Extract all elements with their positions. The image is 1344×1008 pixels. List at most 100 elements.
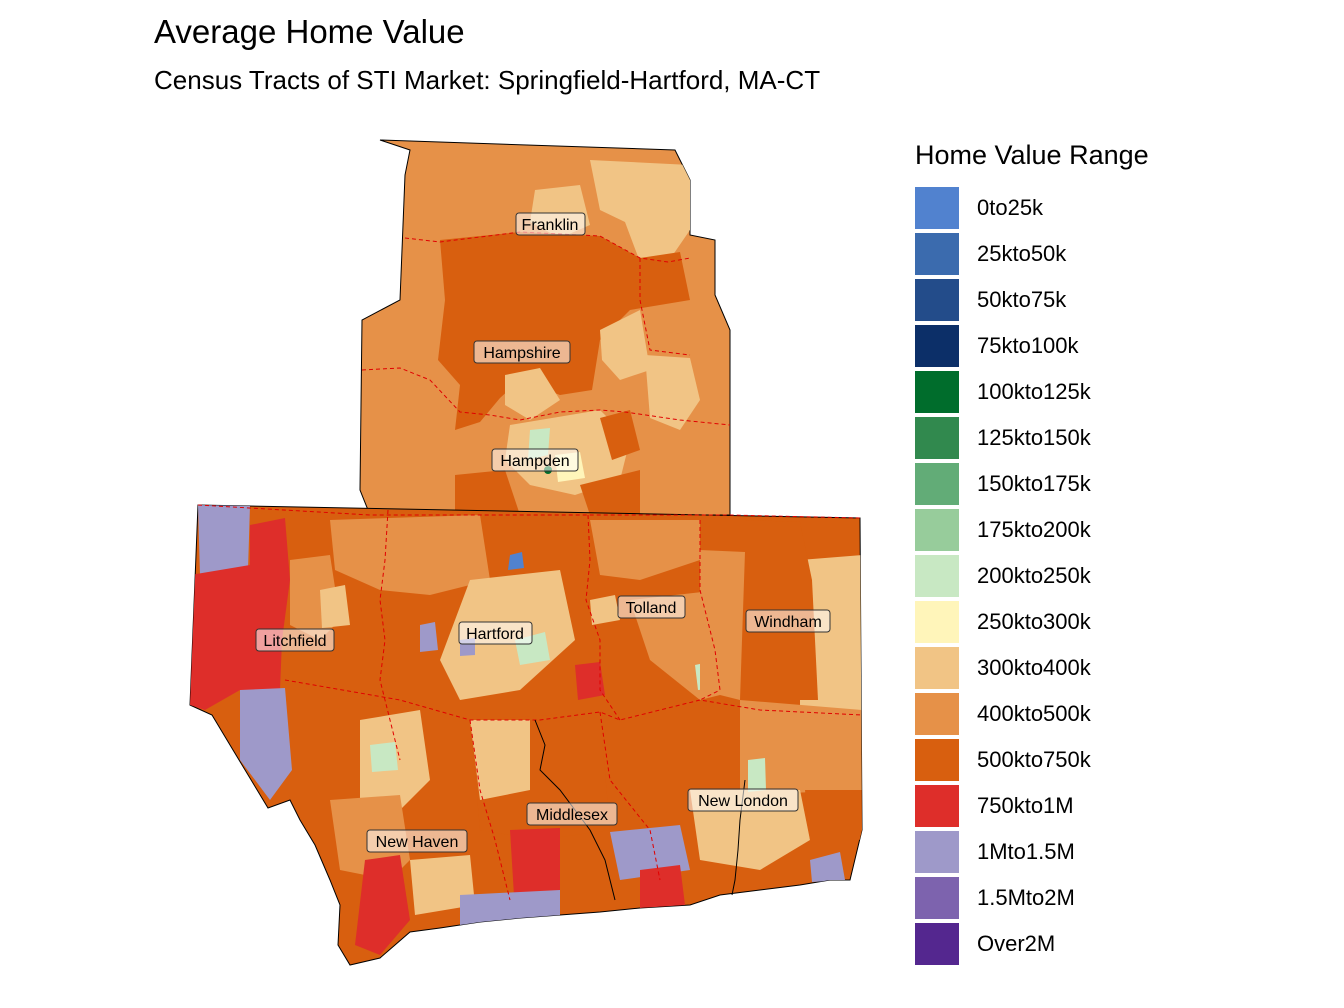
tract-new-london-green bbox=[748, 758, 766, 792]
county-label-hartford: Hartford bbox=[458, 621, 533, 645]
connecticut-region bbox=[189, 504, 863, 966]
tract-amherst bbox=[600, 310, 650, 380]
tract-hampden-east bbox=[645, 355, 700, 430]
county-label-new-london: New London bbox=[687, 788, 799, 812]
legend-label: 250kto300k bbox=[977, 609, 1091, 634]
tract-windham-north bbox=[700, 550, 745, 700]
legend-label: Over2M bbox=[977, 931, 1056, 956]
legend-swatch bbox=[915, 463, 959, 505]
county-label-windham: Windham bbox=[745, 609, 831, 633]
legend-label: 150kto175k bbox=[977, 471, 1091, 496]
tract-litchfield-nw bbox=[198, 505, 250, 575]
tract-litchfield-sw bbox=[240, 688, 292, 800]
connecticut-river bbox=[534, 719, 616, 901]
legend-label: 100kto125k bbox=[977, 379, 1091, 404]
legend-item: 100kto125k bbox=[915, 369, 1149, 415]
legend-label: 25kto50k bbox=[977, 241, 1067, 266]
county-label-new-haven: New Haven bbox=[366, 829, 468, 853]
legend-label: 300kto400k bbox=[977, 655, 1091, 680]
legend-item: 500kto750k bbox=[915, 737, 1149, 783]
legend-swatch bbox=[915, 831, 959, 873]
legend-swatch bbox=[915, 509, 959, 551]
legend-swatch bbox=[915, 371, 959, 413]
county-border-new-haven-middlesex bbox=[469, 719, 511, 901]
county-border-hartford-tolland bbox=[585, 514, 621, 721]
tract-tolland-pale bbox=[590, 595, 620, 625]
legend-swatch bbox=[915, 187, 959, 229]
legend-swatch bbox=[915, 417, 959, 459]
legend-title: Home Value Range bbox=[915, 140, 1149, 170]
legend-item: 1.5Mto2M bbox=[915, 875, 1149, 921]
county-name-tolland: Tolland bbox=[626, 600, 677, 617]
county-border-hampshire-hampden bbox=[361, 367, 731, 426]
legend-label: 1.5Mto2M bbox=[977, 885, 1075, 910]
legend-item: 300kto400k bbox=[915, 645, 1149, 691]
tract-hampden-southeast bbox=[580, 470, 640, 515]
legend-swatch bbox=[915, 233, 959, 275]
county-border-south bbox=[284, 679, 863, 721]
legend-item: 150kto175k bbox=[915, 461, 1149, 507]
county-name-franklin: Franklin bbox=[522, 217, 579, 234]
legend-swatch bbox=[915, 647, 959, 689]
county-name-middlesex: Middlesex bbox=[536, 807, 608, 824]
legend-swatch bbox=[915, 279, 959, 321]
tract-franklin-east bbox=[590, 160, 690, 262]
county-label-franklin: Franklin bbox=[515, 212, 586, 236]
legend-swatch bbox=[915, 785, 959, 827]
county-name-new-haven: New Haven bbox=[376, 834, 459, 851]
legend-swatch bbox=[915, 325, 959, 367]
tract-tolland-west bbox=[590, 520, 700, 580]
legend-label: 75kto100k bbox=[977, 333, 1079, 358]
legend-item: 400kto500k bbox=[915, 691, 1149, 737]
legend-swatch bbox=[915, 739, 959, 781]
county-label-middlesex: Middlesex bbox=[526, 802, 618, 826]
tract-quabbin bbox=[438, 232, 690, 430]
legend-item: 250kto300k bbox=[915, 599, 1149, 645]
map-title: Average Home Value bbox=[154, 13, 465, 50]
tract-new-haven-red bbox=[355, 855, 410, 955]
tract-stonington-purple bbox=[810, 852, 845, 882]
legend-label: 1Mto1.5M bbox=[977, 839, 1075, 864]
tract-wilbraham bbox=[600, 410, 640, 460]
map-subtitle: Census Tracts of STI Market: Springfield… bbox=[154, 65, 821, 95]
tract-new-london-east bbox=[805, 790, 862, 840]
legend-label: 400kto500k bbox=[977, 701, 1091, 726]
legend-swatch bbox=[915, 693, 959, 735]
county-name-hampden: Hampden bbox=[500, 453, 569, 470]
tract-litchfield-west bbox=[190, 518, 290, 710]
choropleth-map: Franklin Hampshire Hampden Litchfield Ha… bbox=[189, 139, 863, 966]
tract-shoreline-red bbox=[640, 865, 685, 908]
legend-item: 50kto75k bbox=[915, 277, 1149, 323]
county-border-ma-ct bbox=[197, 504, 861, 519]
tract-hartford-purple bbox=[420, 622, 438, 652]
tract-middlesex-pale bbox=[470, 720, 530, 800]
county-label-litchfield: Litchfield bbox=[255, 628, 335, 652]
county-label-hampshire: Hampshire bbox=[473, 340, 571, 364]
tract-hampden-south bbox=[455, 470, 520, 515]
legend-label: 0to25k bbox=[977, 195, 1044, 220]
tract-northampton bbox=[505, 368, 560, 420]
tract-shoreline-purple bbox=[460, 890, 560, 925]
tract-west-hartford-red bbox=[575, 662, 605, 700]
legend-swatch bbox=[915, 601, 959, 643]
county-name-windham: Windham bbox=[754, 614, 822, 631]
county-name-litchfield: Litchfield bbox=[263, 633, 326, 650]
legend-item: 25kto50k bbox=[915, 231, 1149, 277]
tract-windham-south bbox=[740, 700, 862, 795]
county-border-hampshire-east bbox=[639, 258, 691, 356]
county-name-hartford: Hartford bbox=[466, 626, 524, 643]
legend: Home Value Range 0to25k 25kto50k 50kto75k 7… bbox=[915, 135, 1149, 967]
county-name-new-london: New London bbox=[698, 793, 788, 810]
legend-item: 75kto100k bbox=[915, 323, 1149, 369]
legend-label: 200kto250k bbox=[977, 563, 1091, 588]
county-label-hampden: Hampden bbox=[491, 448, 579, 472]
legend-label: 50kto75k bbox=[977, 287, 1067, 312]
legend-swatch bbox=[915, 923, 959, 965]
county-name-hampshire: Hampshire bbox=[483, 345, 560, 362]
legend-item: 750kto1M bbox=[915, 783, 1149, 829]
legend-item: 125kto150k bbox=[915, 415, 1149, 461]
legend-item: 1Mto1.5M bbox=[915, 829, 1149, 875]
legend-label: 500kto750k bbox=[977, 747, 1091, 772]
legend-items: 0to25k 25kto50k 50kto75k 75kto100k 100kto125… bbox=[915, 185, 1149, 967]
tract-new-haven-pale bbox=[410, 855, 475, 915]
